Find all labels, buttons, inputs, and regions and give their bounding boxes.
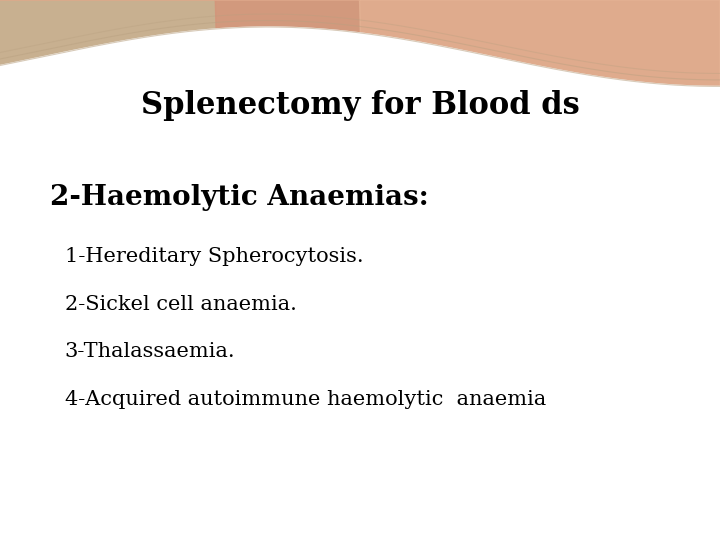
Text: 1-Hereditary Spherocytosis.: 1-Hereditary Spherocytosis.	[65, 247, 364, 266]
Text: Splenectomy for Blood ds: Splenectomy for Blood ds	[140, 90, 580, 121]
Text: 2-Sickel cell anaemia.: 2-Sickel cell anaemia.	[65, 294, 297, 314]
Text: 3-Thalassaemia.: 3-Thalassaemia.	[65, 342, 235, 361]
Text: 4-Acquired autoimmune haemolytic  anaemia: 4-Acquired autoimmune haemolytic anaemia	[65, 389, 546, 409]
Text: 2-Haemolytic Anaemias:: 2-Haemolytic Anaemias:	[50, 184, 429, 211]
